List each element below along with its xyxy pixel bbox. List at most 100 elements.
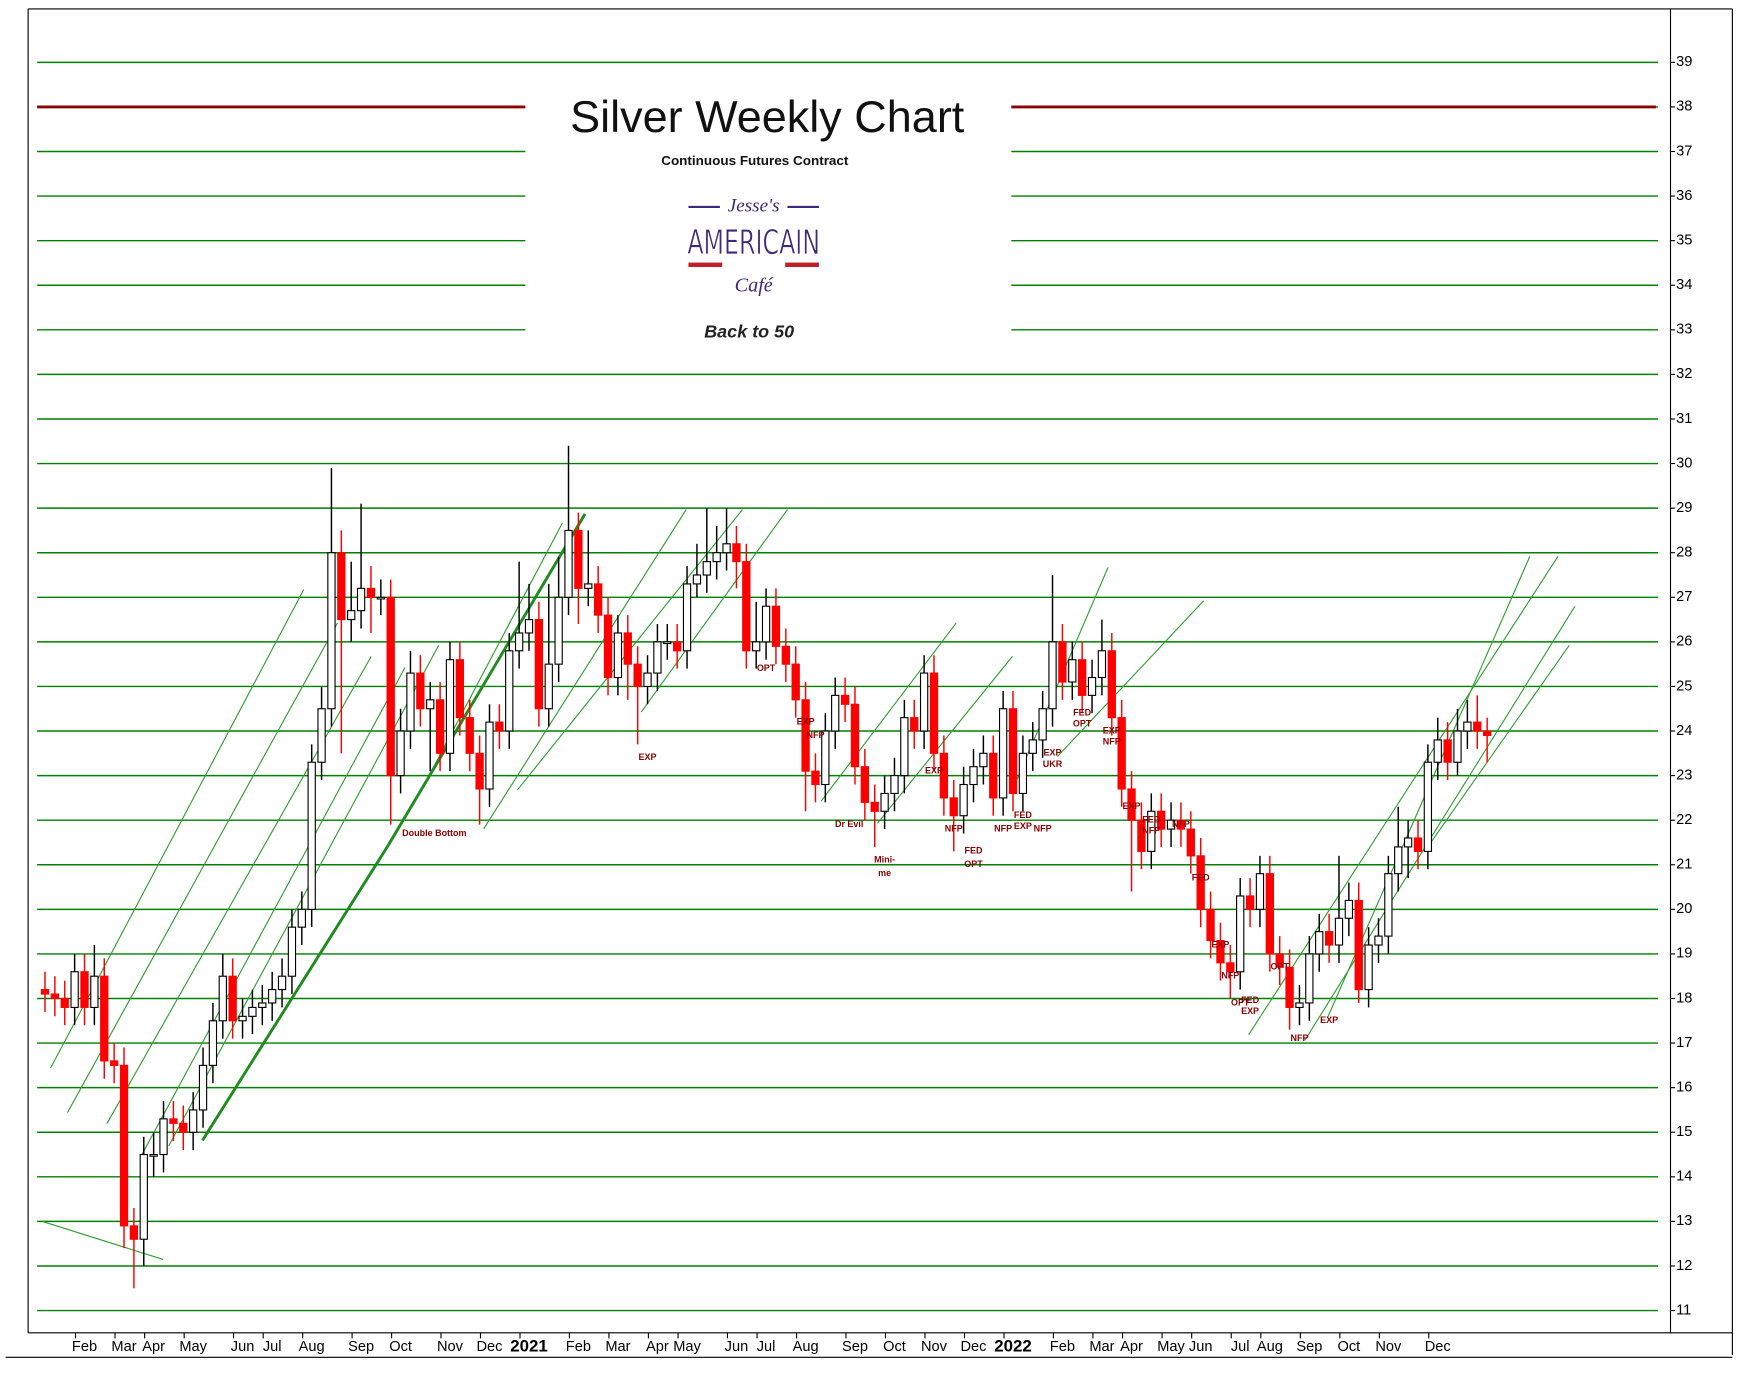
candle-body — [1324, 931, 1334, 946]
candle-body — [1048, 641, 1057, 710]
candle-body — [169, 1118, 178, 1124]
candle-body — [1473, 721, 1482, 732]
candle-body — [455, 659, 465, 719]
logo: Jesse's AMERICAIN Café — [687, 195, 820, 296]
candle-body — [1443, 739, 1452, 763]
candle-body — [1157, 810, 1166, 830]
candle-body — [633, 663, 642, 688]
y-tick-label: 31 — [1676, 411, 1692, 427]
candle-body — [307, 761, 316, 910]
annotation: NFP — [806, 730, 824, 740]
candle-body — [534, 619, 544, 710]
candle-body — [1087, 676, 1097, 696]
candle-body — [327, 552, 336, 710]
annotation: OPT — [1073, 719, 1092, 729]
annotation: UKR — [1043, 759, 1063, 769]
annotation: EXP — [639, 752, 657, 762]
candle-body — [969, 766, 978, 786]
candle-body — [1433, 739, 1442, 763]
candle-body — [623, 632, 632, 665]
annotation: Double Bottom — [402, 828, 466, 838]
candle-body — [1482, 730, 1492, 737]
trend-line — [876, 656, 1013, 824]
candle-body — [574, 529, 583, 589]
candle-body — [347, 610, 356, 621]
annotation: FED — [1142, 815, 1161, 825]
y-tick-label: 21 — [1676, 857, 1692, 873]
trend-line — [1428, 644, 1570, 846]
candle-body — [514, 632, 524, 652]
candle-body — [870, 801, 879, 812]
x-tick-label: Dec — [961, 1339, 987, 1355]
x-tick-label: Sep — [1296, 1339, 1322, 1355]
x-tick-label: Dec — [1425, 1339, 1451, 1355]
candles — [40, 445, 1492, 1289]
candle-body — [1403, 837, 1413, 848]
annotation: NFP — [1142, 826, 1160, 836]
trend-line — [106, 656, 372, 1124]
candle-body — [821, 730, 830, 786]
candle-body — [1364, 944, 1373, 991]
candle-body — [1058, 641, 1067, 683]
candle-body — [801, 699, 810, 772]
x-tick-label: 2022 — [994, 1337, 1032, 1356]
candle-body — [40, 989, 50, 995]
candle-body — [840, 694, 850, 705]
candle-body — [653, 641, 662, 674]
candle-body — [752, 641, 761, 652]
y-tick-label: 12 — [1676, 1258, 1692, 1274]
candle-body — [1423, 761, 1433, 852]
logo-stripe — [785, 262, 819, 268]
y-tick-label: 25 — [1676, 678, 1692, 694]
candle-body — [277, 975, 287, 991]
y-tick-label: 34 — [1676, 277, 1692, 293]
x-tick-label: Jun — [231, 1339, 255, 1355]
x-tick-label: Apr — [1120, 1339, 1143, 1355]
candle-body — [564, 529, 573, 598]
trend-line — [140, 667, 406, 1158]
candle-body — [356, 587, 366, 612]
candle-body — [238, 1015, 247, 1022]
y-tick-label: 37 — [1676, 143, 1692, 159]
candle-body — [860, 766, 870, 803]
trend-line — [483, 509, 687, 830]
candle-body — [60, 997, 69, 1008]
y-tick-label: 26 — [1676, 634, 1692, 650]
candle-body — [1166, 819, 1176, 830]
candle-body — [1206, 908, 1215, 942]
x-tick-label: Oct — [883, 1339, 906, 1355]
trend-line — [201, 844, 390, 1142]
candle-body — [1077, 659, 1087, 696]
candle-body — [593, 583, 603, 616]
candle-body — [1176, 819, 1186, 830]
candle-body — [1018, 752, 1028, 794]
y-tick-label: 16 — [1676, 1080, 1692, 1096]
annotation: FED — [1241, 995, 1260, 1005]
annotation: NFP — [1172, 819, 1190, 829]
candle-body — [771, 605, 781, 647]
title-box — [525, 68, 1012, 361]
candle-body — [129, 1225, 139, 1240]
logo-top: Jesse's — [728, 195, 780, 216]
candle-body — [90, 975, 99, 1008]
candle-body — [396, 730, 405, 777]
y-tick-label: 28 — [1676, 545, 1692, 561]
x-tick-label: Feb — [1050, 1339, 1075, 1355]
tagline: Back to 50 — [704, 321, 794, 341]
candle-body — [1354, 899, 1363, 991]
y-tick-label: 17 — [1676, 1035, 1692, 1051]
annotation: me — [878, 868, 891, 878]
candle-body — [791, 663, 800, 701]
annotation: EXP — [1241, 1006, 1259, 1016]
x-tick-label: Sep — [842, 1339, 868, 1355]
candle-body — [1275, 953, 1284, 968]
candle-body — [465, 717, 474, 754]
candle-body — [376, 596, 386, 600]
y-tick-label: 11 — [1676, 1302, 1691, 1318]
candle-body — [1008, 708, 1018, 794]
annotation: Mini- — [874, 855, 895, 865]
candle-body — [663, 641, 672, 645]
candle-body — [475, 752, 484, 790]
x-tick-label: Aug — [793, 1339, 819, 1355]
